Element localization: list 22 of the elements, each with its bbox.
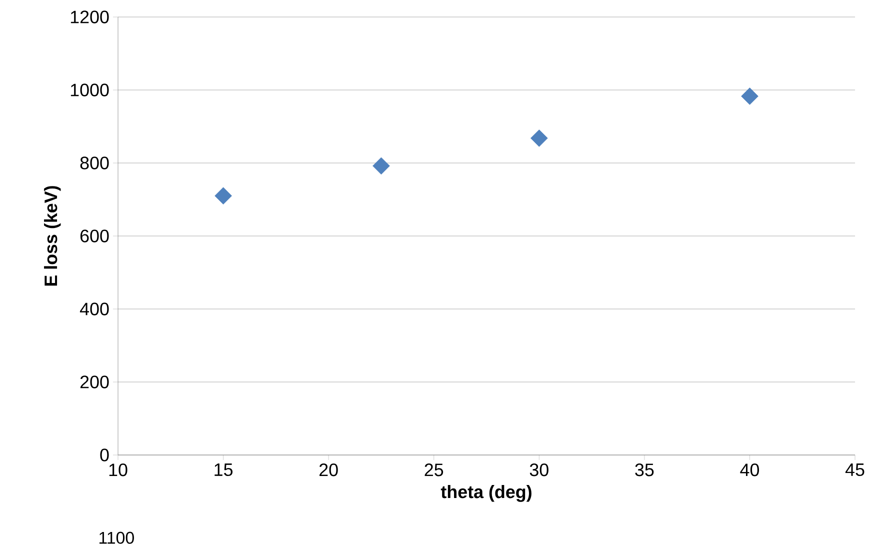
x-tick-label: 45	[845, 464, 864, 476]
point	[741, 88, 758, 105]
y-tick-label: 600	[80, 230, 109, 242]
x-tick-label: 10	[109, 464, 128, 476]
y-tick-label: 400	[80, 302, 109, 316]
y-tick-label: 200	[80, 376, 109, 388]
x-tick-label: 20	[320, 464, 338, 476]
point	[214, 187, 232, 204]
y-tick-label: 1000	[70, 84, 109, 96]
x-tick-label: 15	[214, 464, 233, 476]
x-tick-label: 30	[530, 464, 548, 476]
x-tick-label: 35	[635, 464, 654, 476]
y-tick-label: 800	[80, 156, 109, 170]
y-tick-label: 1200	[70, 10, 109, 24]
y-tick-label: 0	[100, 448, 109, 462]
x-axis-title: theta (deg)	[440, 485, 532, 502]
y-axis-title: E loss (keV)	[44, 186, 61, 286]
x-tick-label: 40	[740, 464, 759, 476]
point	[530, 130, 548, 147]
text: 1100	[100, 532, 134, 544]
x-tick-label: 25	[424, 464, 444, 476]
point	[372, 157, 390, 175]
